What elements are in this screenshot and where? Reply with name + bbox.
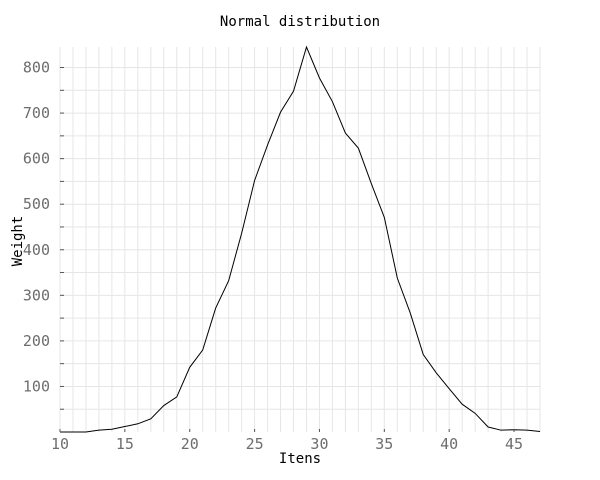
x-tick-label: 30 [310,435,328,453]
x-tick-label: 10 [51,435,69,453]
x-tick-label: 25 [246,435,264,453]
y-tick-label: 700 [23,104,50,122]
x-tick-label: 35 [375,435,393,453]
grid [59,47,541,432]
x-tick-label: 15 [116,435,134,453]
y-tick-label: 300 [23,286,50,304]
series-line [60,45,541,433]
series-layer [60,45,541,433]
y-tick-label: 500 [23,195,50,213]
x-tick-label: 45 [505,435,523,453]
x-tick-label: 20 [181,435,199,453]
y-tick-label: 100 [23,377,50,395]
y-tick-label: 800 [23,59,50,77]
x-tick-label: 40 [440,435,458,453]
y-tick-label: 200 [23,332,50,350]
tick-labels: 100 200 300 400 500 600 700 800 10 15 20 25 30 35 40 45 [23,59,523,453]
x-axis-title: Itens [279,451,321,467]
y-axis-title: Weight [10,216,26,267]
chart-title: Normal distribution [220,14,380,30]
y-tick-label: 600 [23,150,50,168]
y-tick-label: 400 [23,241,50,259]
